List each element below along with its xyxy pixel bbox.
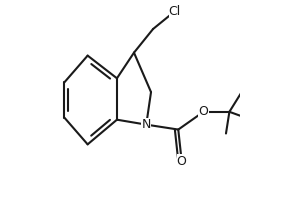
Text: O: O — [177, 155, 187, 168]
Text: N: N — [142, 118, 151, 131]
Text: O: O — [199, 105, 208, 118]
Text: Cl: Cl — [169, 5, 181, 18]
